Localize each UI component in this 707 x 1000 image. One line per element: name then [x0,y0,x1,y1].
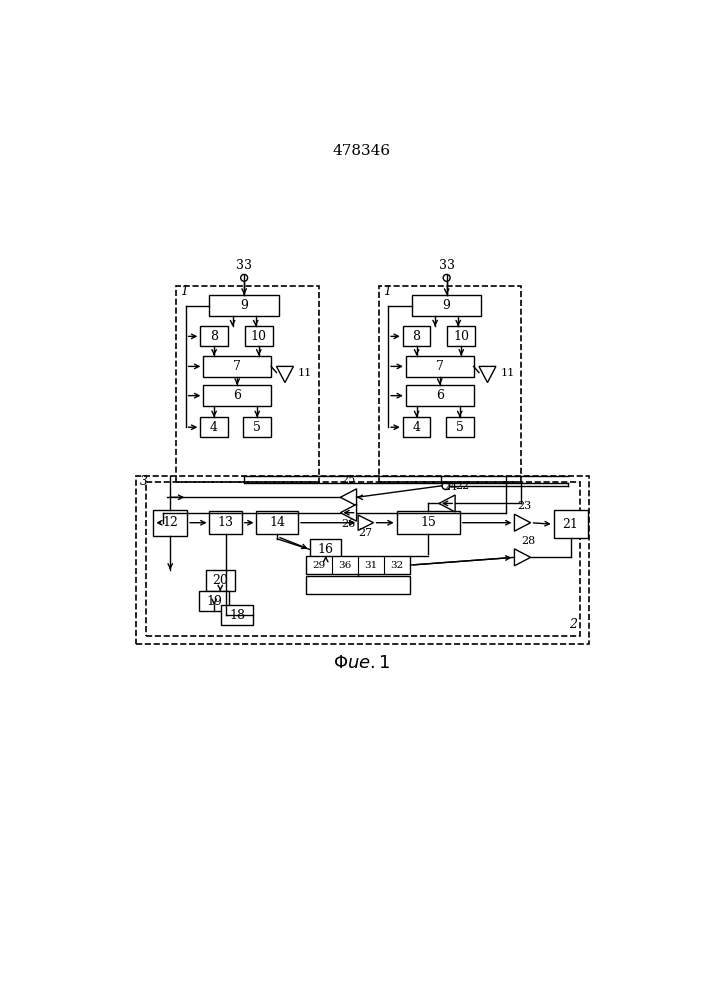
FancyBboxPatch shape [403,417,431,437]
Text: 33: 33 [236,259,252,272]
Text: 5: 5 [253,421,261,434]
Text: 24: 24 [443,482,457,492]
Text: 8: 8 [413,330,421,343]
Text: 33: 33 [438,259,455,272]
Text: 2: 2 [569,618,577,631]
Text: 25: 25 [341,475,356,485]
Text: 7: 7 [233,360,241,373]
Text: 31: 31 [365,561,378,570]
Text: $\Phi u\mathit{e}.1$: $\Phi u\mathit{e}.1$ [333,654,391,672]
FancyBboxPatch shape [204,356,271,377]
FancyBboxPatch shape [554,510,588,538]
Text: 10: 10 [453,330,469,343]
FancyBboxPatch shape [243,417,271,437]
Text: 19: 19 [206,595,222,608]
Text: 6: 6 [436,389,444,402]
FancyBboxPatch shape [412,295,481,316]
Text: 21: 21 [563,518,578,531]
Text: 8: 8 [210,330,218,343]
Text: 28: 28 [521,536,535,546]
Polygon shape [515,549,530,566]
Polygon shape [340,504,356,521]
Text: 26: 26 [341,519,356,529]
FancyBboxPatch shape [257,511,298,534]
Polygon shape [276,366,293,383]
Text: 11: 11 [501,368,515,378]
Text: 12: 12 [163,516,178,529]
FancyBboxPatch shape [305,556,411,574]
Text: 11: 11 [298,368,312,378]
Polygon shape [340,489,356,506]
Text: 16: 16 [317,543,334,556]
Polygon shape [479,366,496,383]
Text: 9: 9 [240,299,248,312]
FancyBboxPatch shape [209,295,279,316]
Text: 10: 10 [251,330,267,343]
FancyBboxPatch shape [305,576,411,594]
FancyBboxPatch shape [448,326,475,346]
FancyBboxPatch shape [221,605,253,625]
FancyBboxPatch shape [403,326,431,346]
FancyBboxPatch shape [200,326,228,346]
FancyBboxPatch shape [245,326,273,346]
Text: 27: 27 [358,528,373,538]
FancyBboxPatch shape [406,385,474,406]
FancyBboxPatch shape [406,356,474,377]
Polygon shape [515,514,530,531]
Text: 29: 29 [312,561,325,570]
FancyBboxPatch shape [397,511,460,534]
Text: 20: 20 [212,574,228,587]
Text: 4: 4 [210,421,218,434]
FancyBboxPatch shape [310,539,341,560]
Text: 14: 14 [269,516,285,529]
Text: 15: 15 [420,516,436,529]
Text: 9: 9 [443,299,450,312]
Text: 32: 32 [391,561,404,570]
Text: 4: 4 [413,421,421,434]
Text: 3: 3 [140,475,148,488]
FancyBboxPatch shape [199,591,229,611]
Polygon shape [439,495,455,512]
Text: 1: 1 [180,285,188,298]
Text: 22: 22 [455,481,469,491]
Text: 5: 5 [456,421,464,434]
Text: 18: 18 [229,609,245,622]
FancyBboxPatch shape [206,570,235,591]
FancyBboxPatch shape [153,510,187,536]
Text: 1: 1 [382,285,391,298]
Text: 6: 6 [233,389,241,402]
FancyBboxPatch shape [446,417,474,437]
FancyBboxPatch shape [209,511,242,534]
FancyBboxPatch shape [204,385,271,406]
Text: 13: 13 [218,516,233,529]
Text: 36: 36 [339,561,351,570]
Text: 478346: 478346 [333,144,391,158]
Text: 7: 7 [436,360,444,373]
Text: 23: 23 [518,501,532,511]
Polygon shape [358,515,373,530]
FancyBboxPatch shape [200,417,228,437]
